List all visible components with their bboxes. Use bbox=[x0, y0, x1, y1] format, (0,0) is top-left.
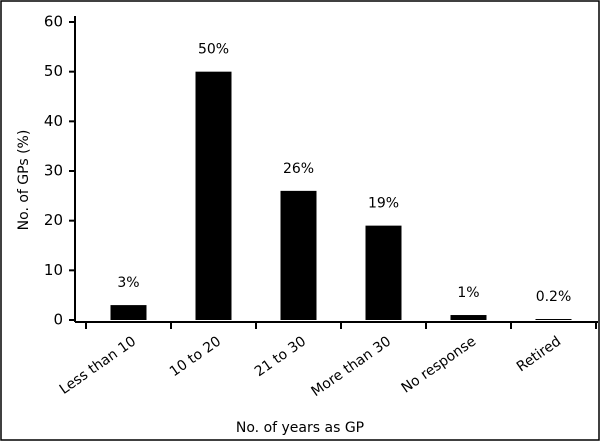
data-label: 26% bbox=[283, 161, 314, 177]
y-tick-label: 60 bbox=[44, 13, 63, 31]
y-tick-label: 10 bbox=[44, 261, 63, 279]
y-tick-label: 20 bbox=[44, 211, 63, 229]
data-label: 1% bbox=[457, 285, 479, 301]
bar bbox=[280, 190, 317, 320]
y-tick-label: 0 bbox=[53, 311, 63, 329]
y-tick-label: 40 bbox=[44, 112, 63, 130]
y-axis-title: No. of GPs (%) bbox=[16, 130, 32, 231]
data-label: 19% bbox=[368, 196, 399, 212]
bar bbox=[365, 225, 402, 320]
bar bbox=[195, 71, 232, 321]
data-label: 50% bbox=[198, 42, 229, 58]
bar bbox=[535, 319, 572, 320]
x-axis-title: No. of years as GP bbox=[236, 420, 364, 436]
bar bbox=[450, 315, 487, 320]
data-label: 3% bbox=[117, 275, 139, 291]
y-tick-label: 50 bbox=[44, 62, 63, 80]
bar bbox=[110, 305, 147, 320]
y-tick-label: 30 bbox=[44, 162, 63, 180]
data-label: 0.2% bbox=[536, 289, 572, 305]
